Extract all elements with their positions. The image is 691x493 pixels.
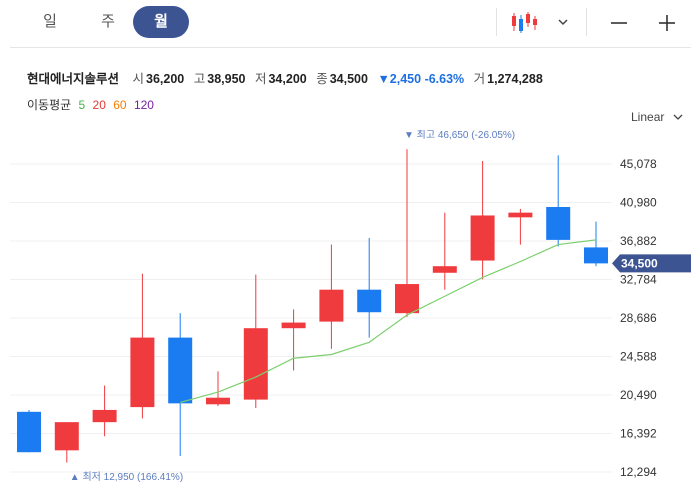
candle-body-up[interactable]	[243, 328, 268, 400]
ma-period-5[interactable]: 5	[78, 98, 86, 112]
toolbar-divider	[586, 8, 587, 36]
current-price-label: 34,500	[621, 256, 658, 270]
y-tick-label: 20,490	[620, 388, 657, 402]
candle-body-up[interactable]	[54, 422, 79, 451]
candle-body-up[interactable]	[206, 397, 230, 405]
volume-label: 거	[473, 72, 486, 86]
y-tick-label: 12,294	[620, 465, 657, 479]
y-tick-label: 45,078	[620, 157, 657, 171]
high-label: 고	[193, 72, 206, 86]
chevron-down-icon[interactable]	[557, 14, 569, 26]
moving-average-label: 이동평균	[27, 98, 72, 112]
candle-body-down[interactable]	[17, 411, 41, 453]
quote-summary: 현대에너지솔루션 시 36,200 고 38,950 저 34,200 종 34,500…	[27, 68, 549, 87]
candle-body-up[interactable]	[319, 289, 344, 322]
toolbar-divider	[496, 8, 497, 36]
ma-period-20[interactable]: 20	[92, 98, 106, 112]
moving-average-legend: 이동평균 5 20 60 120	[27, 96, 158, 113]
volume-value: 1,274,288	[487, 72, 543, 86]
close-label: 종	[316, 72, 328, 86]
change-value: ▼2,450 -6.63%	[377, 72, 465, 86]
tab-daily[interactable]: 일	[43, 13, 57, 30]
tab-monthly[interactable]: 월	[133, 6, 189, 38]
low-value: 34,200	[268, 72, 307, 86]
open-value: 36,200	[146, 72, 185, 86]
candle-body-down[interactable]	[357, 289, 382, 313]
candle-body-up[interactable]	[395, 284, 419, 314]
ma-period-120[interactable]: 120	[133, 98, 154, 112]
y-tick-label: 24,588	[620, 350, 657, 364]
candle-body-up[interactable]	[508, 212, 533, 218]
y-tick-label: 40,980	[620, 196, 657, 210]
low-label: 저	[254, 72, 267, 86]
candle-body-up[interactable]	[130, 337, 155, 408]
scale-mode-label: Linear	[631, 110, 665, 124]
minus-icon[interactable]	[609, 13, 629, 33]
candle-body-up[interactable]	[92, 409, 117, 423]
y-tick-label: 16,392	[620, 427, 657, 441]
candle-body-down[interactable]	[584, 247, 608, 264]
ma-period-60[interactable]: 60	[113, 98, 127, 112]
y-tick-label: 28,686	[620, 311, 657, 325]
candle-body-up[interactable]	[281, 322, 306, 329]
candle-body-down[interactable]	[168, 337, 193, 404]
close-value: 34,500	[329, 72, 368, 86]
current-price-badge	[612, 254, 691, 273]
min-price-annotation: ▲ 최저 12,950 (166.41%)	[70, 471, 183, 483]
chart-toolbar: 일 주 월	[0, 0, 691, 48]
ma5-line	[180, 239, 597, 404]
y-tick-label: 32,784	[620, 273, 657, 287]
candle-body-up[interactable]	[432, 266, 457, 273]
candle-body-up[interactable]	[470, 215, 495, 261]
y-tick-label: 36,882	[620, 234, 657, 248]
scale-mode-select[interactable]: Linear	[631, 110, 683, 124]
stock-name: 현대에너지솔루션	[27, 72, 120, 86]
tab-weekly[interactable]: 주	[101, 13, 115, 30]
candlestick-icon[interactable]	[510, 11, 538, 35]
chevron-down-icon	[673, 114, 683, 120]
plus-icon[interactable]	[657, 13, 677, 33]
max-price-annotation: ▼ 최고 46,650 (-26.05%)	[404, 130, 515, 141]
candlestick-chart[interactable]: 45,078 40,980 36,882 32,784 28,686 24,588 20,4…	[0, 130, 691, 493]
open-label: 시	[132, 72, 145, 86]
toolbar-bottom-border	[10, 47, 691, 48]
high-value: 38,950	[207, 72, 246, 86]
candle-body-down[interactable]	[546, 207, 571, 240]
